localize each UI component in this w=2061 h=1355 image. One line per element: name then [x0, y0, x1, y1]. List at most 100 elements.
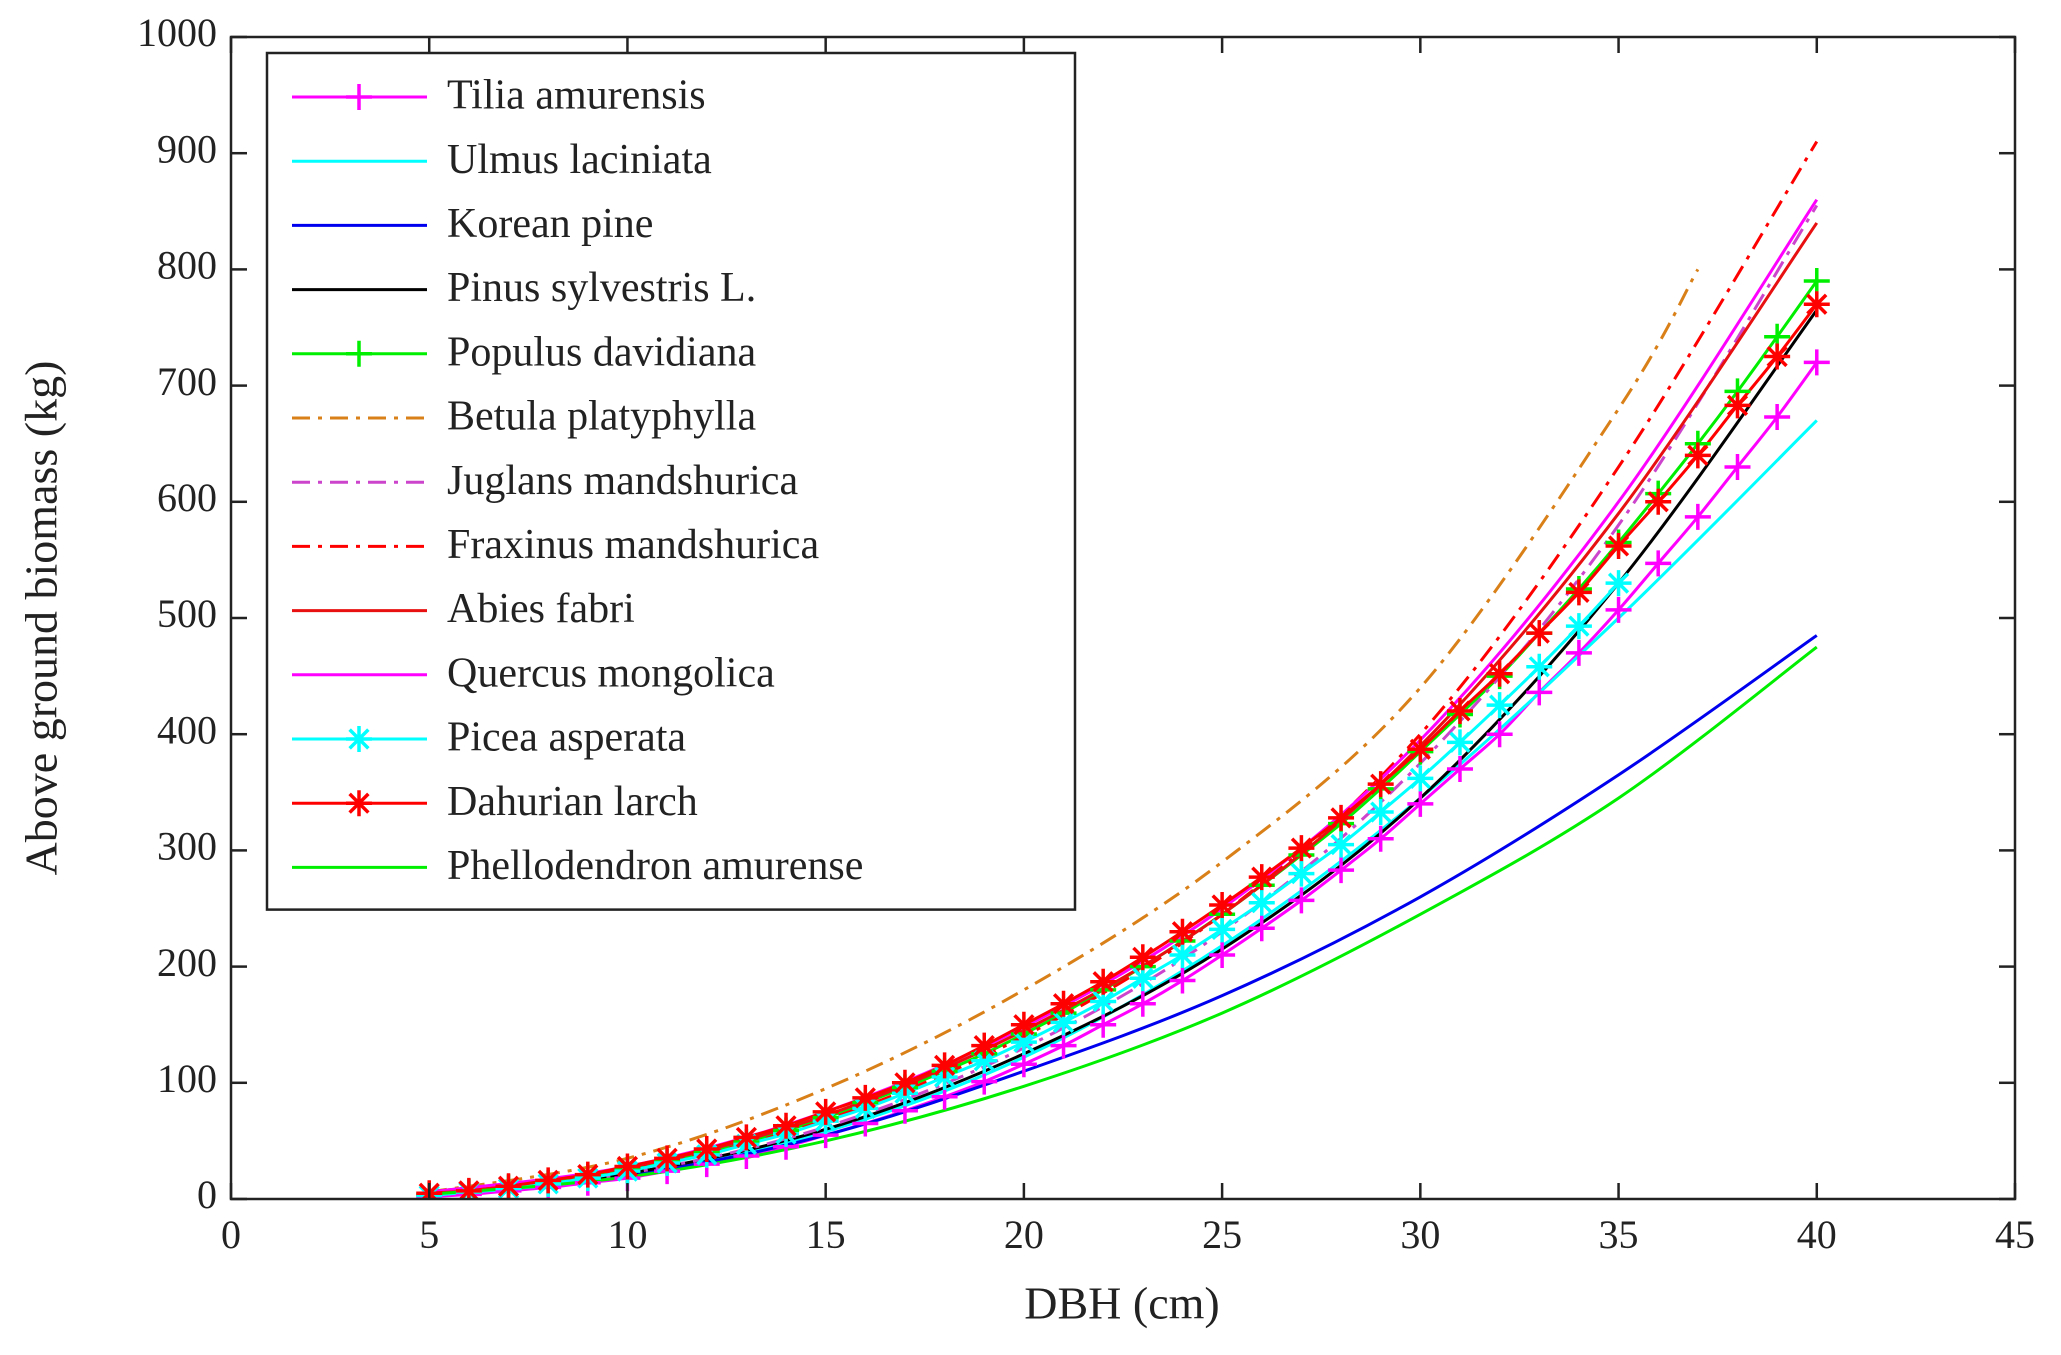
y-tick-label: 0 — [197, 1172, 217, 1217]
marker — [1605, 570, 1632, 597]
marker — [1090, 1011, 1117, 1038]
marker — [1684, 503, 1711, 530]
marker — [346, 790, 372, 817]
plot-area — [416, 140, 1830, 1199]
legend-label: Quercus mongolica — [447, 650, 775, 696]
marker — [733, 1124, 760, 1151]
marker — [1486, 721, 1513, 748]
x-tick-label: 35 — [1599, 1212, 1639, 1257]
marker — [1446, 697, 1473, 724]
marker — [1724, 392, 1751, 419]
marker — [1129, 990, 1156, 1017]
marker — [1803, 291, 1830, 318]
series-line — [428, 268, 1700, 1194]
x-tick-label: 0 — [221, 1212, 241, 1257]
marker — [1169, 967, 1196, 994]
legend-label: Juglans mandshurica — [447, 458, 798, 504]
marker — [773, 1112, 800, 1139]
legend-label: Betula platyphylla — [447, 394, 756, 440]
marker — [1803, 268, 1830, 295]
y-tick-label: 1000 — [137, 10, 217, 55]
marker — [495, 1173, 522, 1199]
marker — [1010, 1011, 1037, 1038]
marker — [1328, 804, 1355, 831]
legend-label: Populus davidiana — [447, 329, 756, 375]
marker — [1050, 1032, 1077, 1059]
marker — [812, 1098, 839, 1125]
y-tick-label: 400 — [157, 707, 217, 752]
marker — [1209, 892, 1236, 919]
marker — [1526, 653, 1553, 680]
marker — [1090, 968, 1117, 995]
marker — [1446, 729, 1473, 756]
marker — [1605, 596, 1632, 623]
marker — [1724, 453, 1751, 480]
marker — [346, 84, 372, 110]
x-tick-label: 45 — [1995, 1212, 2035, 1257]
marker — [1526, 679, 1553, 706]
marker — [1764, 403, 1791, 430]
marker — [1407, 765, 1434, 792]
marker — [1129, 944, 1156, 971]
x-tick-label: 15 — [806, 1212, 846, 1257]
y-tick-label: 800 — [157, 243, 217, 288]
marker — [1129, 965, 1156, 992]
marker — [535, 1167, 562, 1194]
marker — [1367, 799, 1394, 826]
x-tick-label: 10 — [607, 1212, 647, 1257]
legend: Tilia amurensis Ulmus laciniata Korean pin… — [265, 51, 1077, 911]
marker — [1010, 1051, 1037, 1078]
marker — [1565, 579, 1592, 606]
x-tick-label: 25 — [1202, 1212, 1242, 1257]
x-tick-label: 20 — [1004, 1212, 1044, 1257]
marker — [1407, 736, 1434, 763]
legend-label: Fraxinus mandshurica — [447, 522, 819, 568]
marker — [574, 1161, 601, 1188]
y-tick-label: 300 — [157, 824, 217, 869]
x-tick-label: 30 — [1400, 1212, 1440, 1257]
marker — [614, 1153, 641, 1180]
y-tick-label: 500 — [157, 591, 217, 636]
marker — [1169, 918, 1196, 945]
marker — [1764, 343, 1791, 370]
marker — [931, 1052, 958, 1079]
marker — [1565, 613, 1592, 640]
y-tick-label: 700 — [157, 359, 217, 404]
marker — [1645, 488, 1672, 515]
marker — [693, 1136, 720, 1163]
y-tick-label: 900 — [157, 126, 217, 171]
marker — [1605, 532, 1632, 559]
legend-label: Dahurian larch — [447, 779, 698, 825]
marker — [971, 1047, 998, 1074]
marker — [1367, 771, 1394, 798]
legend-label: Korean pine — [447, 201, 653, 247]
marker — [1288, 835, 1315, 862]
legend-label: Ulmus laciniata — [447, 137, 712, 183]
marker — [1288, 860, 1315, 887]
marker — [852, 1084, 879, 1111]
marker — [1209, 941, 1236, 968]
y-tick-label: 200 — [157, 940, 217, 985]
x-tick-label: 5 — [419, 1212, 439, 1257]
marker — [1328, 857, 1355, 884]
y-tick-label: 100 — [157, 1056, 217, 1101]
marker — [1645, 550, 1672, 577]
x-axis-label: DBH (cm) — [1024, 1278, 1219, 1329]
legend-label: Phellodendron amurense — [447, 843, 863, 889]
marker — [1328, 831, 1355, 858]
marker — [654, 1145, 681, 1172]
marker — [1565, 639, 1592, 666]
marker — [1684, 442, 1711, 469]
legend-label: Picea asperata — [447, 715, 686, 761]
y-tick-label: 600 — [157, 475, 217, 520]
marker — [1010, 1029, 1037, 1056]
marker — [971, 1032, 998, 1059]
marker — [1446, 756, 1473, 783]
marker — [1248, 889, 1275, 916]
marker — [1486, 660, 1513, 687]
marker — [891, 1069, 918, 1096]
marker — [1090, 988, 1117, 1015]
marker — [1050, 990, 1077, 1017]
marker — [1248, 915, 1275, 942]
marker — [1288, 887, 1315, 914]
